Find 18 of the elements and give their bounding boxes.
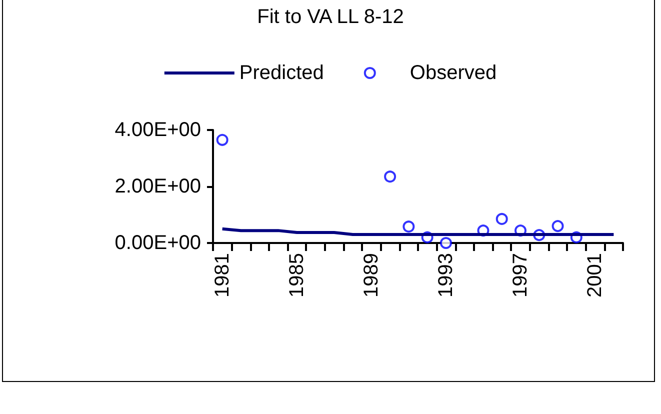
x-tick-label: 1989 <box>360 253 382 298</box>
y-tick-label: 0.00E+00 <box>114 232 201 254</box>
point <box>402 220 415 233</box>
x-tick-label: 1981 <box>211 253 234 298</box>
x-tick-label: 2001 <box>584 253 606 298</box>
y-tick-label: 4.00E+00 <box>114 119 201 141</box>
legend-label: Observed <box>410 62 497 84</box>
chart-title: Fit to VA LL 8-12 <box>257 6 404 28</box>
point <box>384 170 396 183</box>
point <box>440 237 452 249</box>
y-tick-label: 2.00E+00 <box>114 176 201 198</box>
point <box>216 134 228 146</box>
x-tick-label: 1985 <box>286 253 308 298</box>
x-tick-label: 1997 <box>510 253 532 298</box>
legend-label: Predicted <box>239 62 324 84</box>
point <box>496 212 508 225</box>
x-tick-label: 1993 <box>434 253 457 298</box>
point <box>552 220 564 232</box>
